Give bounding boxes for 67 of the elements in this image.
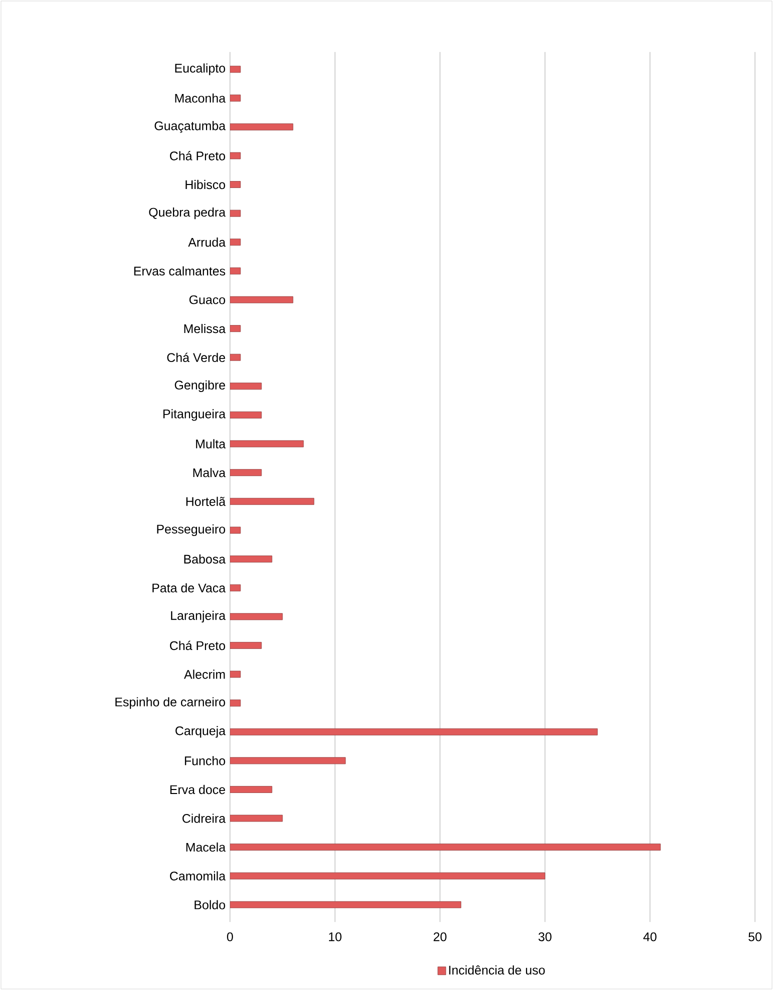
bar bbox=[230, 498, 314, 505]
y-tick-label: Arruda bbox=[188, 238, 226, 247]
bar bbox=[230, 440, 304, 448]
y-tick-label: Chá Verde bbox=[167, 352, 226, 362]
bar bbox=[230, 613, 283, 620]
y-tick-label: Melissa bbox=[184, 324, 226, 334]
bar bbox=[230, 814, 283, 822]
bar bbox=[230, 786, 272, 793]
y-tick-label: Guaco bbox=[189, 295, 226, 304]
x-tick-label: 50 bbox=[748, 932, 762, 942]
bar bbox=[230, 728, 598, 736]
x-tick-label: 40 bbox=[643, 932, 656, 942]
y-tick-label: Alecrim bbox=[184, 670, 225, 679]
x-tick-label: 10 bbox=[329, 932, 342, 942]
bar bbox=[230, 469, 262, 476]
bar bbox=[230, 181, 241, 188]
bar bbox=[230, 238, 241, 246]
bar bbox=[230, 382, 262, 390]
bar bbox=[230, 412, 262, 418]
y-tick-label: Hibisco bbox=[186, 180, 226, 190]
bar bbox=[230, 210, 241, 217]
y-tick-label: Guaçatumba bbox=[154, 121, 226, 133]
y-tick-label: Boldo bbox=[194, 900, 226, 910]
y-tick-label: Pessegueiro bbox=[157, 524, 226, 536]
y-tick-label: Maconha bbox=[175, 93, 226, 103]
y-tick-label: Chá Preto bbox=[170, 640, 226, 650]
bar bbox=[230, 700, 241, 707]
y-tick-label: Pata de Vaca bbox=[152, 583, 226, 592]
y-tick-label: Malva bbox=[193, 468, 226, 478]
bar bbox=[230, 844, 661, 851]
y-tick-label: Quebra pedra bbox=[149, 207, 226, 220]
y-tick-label: Gengibre bbox=[174, 380, 226, 392]
bar bbox=[230, 94, 241, 102]
y-tick-label: Laranjeira bbox=[171, 610, 226, 622]
y-tick-label: Espinho de carneiro bbox=[115, 697, 226, 709]
y-tick-label: Chá Preto bbox=[170, 151, 226, 160]
bar bbox=[230, 526, 241, 534]
bar bbox=[230, 66, 241, 73]
legend-label: Incidência de uso bbox=[449, 965, 545, 975]
bar bbox=[230, 901, 462, 908]
y-tick-label: Erva doce bbox=[170, 784, 226, 794]
bar bbox=[230, 267, 241, 274]
y-tick-label: Macela bbox=[186, 842, 226, 852]
bar bbox=[230, 556, 272, 562]
y-tick-label: Eucalipto bbox=[175, 63, 226, 76]
bar bbox=[230, 152, 241, 160]
bar bbox=[230, 354, 241, 361]
y-tick-label: Multa bbox=[196, 439, 226, 448]
bar bbox=[230, 325, 241, 332]
x-tick-label: 20 bbox=[434, 932, 446, 942]
bar bbox=[230, 584, 241, 592]
x-tick-label: 0 bbox=[227, 932, 233, 942]
y-tick-label: Hortelã bbox=[186, 496, 226, 506]
bar bbox=[230, 296, 294, 304]
y-tick-label: Cidreira bbox=[182, 814, 226, 823]
bar bbox=[230, 670, 241, 678]
bar bbox=[230, 757, 346, 764]
y-tick-label: Ervas calmantes bbox=[134, 266, 226, 276]
x-tick-label: 30 bbox=[538, 932, 552, 942]
y-tick-label: Pitangueira bbox=[163, 409, 226, 421]
bar bbox=[230, 123, 294, 130]
y-tick-label: Camomila bbox=[170, 871, 226, 880]
y-tick-label: Babosa bbox=[184, 554, 226, 564]
y-tick-label: Funcho bbox=[184, 756, 226, 766]
bar bbox=[230, 872, 546, 880]
bar bbox=[230, 642, 262, 649]
y-tick-label: Carqueja bbox=[176, 726, 226, 738]
